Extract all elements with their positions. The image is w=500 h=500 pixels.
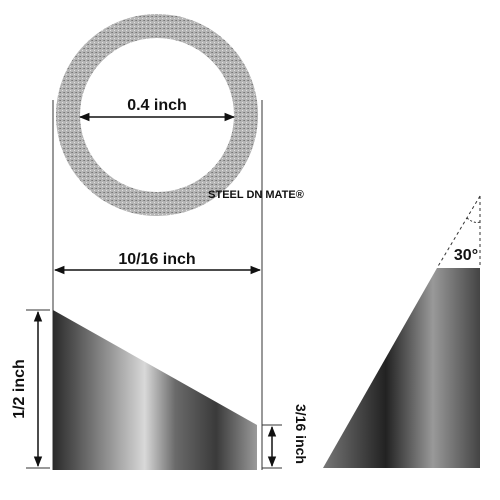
inner-diameter-label: 0.4 inch xyxy=(127,97,187,114)
angle-label: 30° xyxy=(454,247,478,264)
angle-line xyxy=(436,195,481,269)
brand-logo: STEEL DN MATE® xyxy=(208,189,304,201)
tube-side-view xyxy=(53,310,257,470)
height-label: 1/2 inch xyxy=(11,359,28,419)
outer-diameter-label: 10/16 inch xyxy=(118,251,195,268)
short-height-label: 3/16 inch xyxy=(293,404,309,464)
angle-arc xyxy=(466,217,481,223)
cut-view xyxy=(323,268,480,468)
ring xyxy=(56,14,258,216)
